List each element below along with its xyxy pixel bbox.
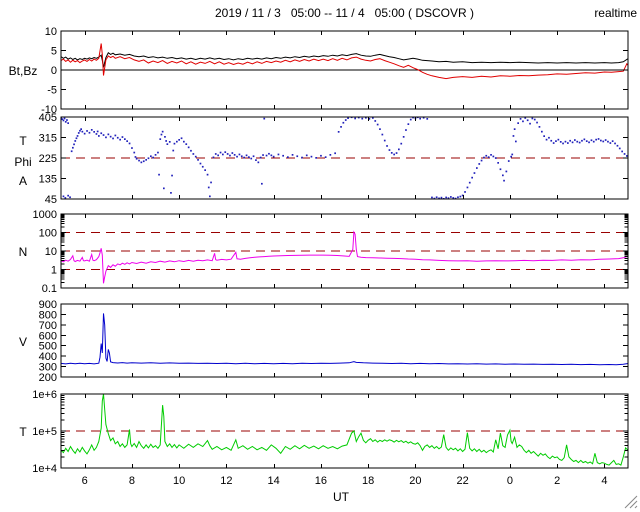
svg-text:10: 10 (173, 475, 185, 487)
svg-text:800: 800 (39, 309, 57, 321)
svg-text:16: 16 (315, 475, 327, 487)
svg-text:700: 700 (39, 320, 57, 332)
axis-label-phi-a: A (18, 174, 27, 188)
x-axis-label: UT (333, 490, 349, 504)
svg-text:225: 225 (39, 153, 57, 165)
svg-text:5: 5 (51, 46, 57, 58)
svg-text:0.1: 0.1 (42, 283, 57, 295)
svg-text:1e+5: 1e+5 (32, 426, 57, 438)
svg-text:2: 2 (554, 475, 560, 487)
svg-text:500: 500 (39, 341, 57, 353)
svg-text:45: 45 (45, 194, 57, 206)
svg-text:10: 10 (45, 26, 57, 38)
svg-text:4: 4 (601, 475, 607, 487)
svg-text:400: 400 (39, 351, 57, 363)
svg-text:1e+4: 1e+4 (32, 463, 57, 475)
svg-text:20: 20 (409, 475, 421, 487)
svg-text:0: 0 (51, 65, 57, 77)
svg-text:-10: -10 (41, 104, 57, 116)
svg-text:1000: 1000 (33, 209, 57, 221)
svg-text:300: 300 (39, 362, 57, 374)
svg-text:-5: -5 (47, 85, 57, 97)
axis-label-t: T (19, 425, 27, 439)
svg-text:10: 10 (45, 246, 57, 258)
axis-label-btbz: Bt,Bz (8, 64, 38, 78)
svg-text:135: 135 (39, 174, 57, 186)
svg-text:600: 600 (39, 330, 57, 342)
svg-text:22: 22 (457, 475, 469, 487)
plot-title: 2019 / 11 / 3 05:00 -- 11 / 4 05:00 ( DS… (214, 6, 475, 20)
svg-text:315: 315 (39, 133, 57, 145)
axis-label-phi: Phi (14, 155, 32, 169)
svg-text:14: 14 (268, 475, 280, 487)
svg-text:8: 8 (129, 475, 135, 487)
svg-text:200: 200 (39, 372, 57, 384)
svg-text:6: 6 (82, 475, 88, 487)
axis-label-phi-t: T (19, 134, 27, 148)
svg-text:100: 100 (39, 228, 57, 240)
axis-label-n: N (18, 245, 28, 259)
resize-handle-icon[interactable] (619, 490, 639, 510)
svg-text:1: 1 (51, 265, 57, 277)
realtime-label: realtime (594, 6, 637, 20)
svg-text:18: 18 (362, 475, 374, 487)
svg-text:0: 0 (507, 475, 513, 487)
svg-text:405: 405 (39, 112, 57, 124)
svg-text:12: 12 (220, 475, 232, 487)
axis-label-v: V (18, 335, 27, 349)
svg-text:900: 900 (39, 299, 57, 311)
svg-text:1e+6: 1e+6 (32, 389, 57, 401)
